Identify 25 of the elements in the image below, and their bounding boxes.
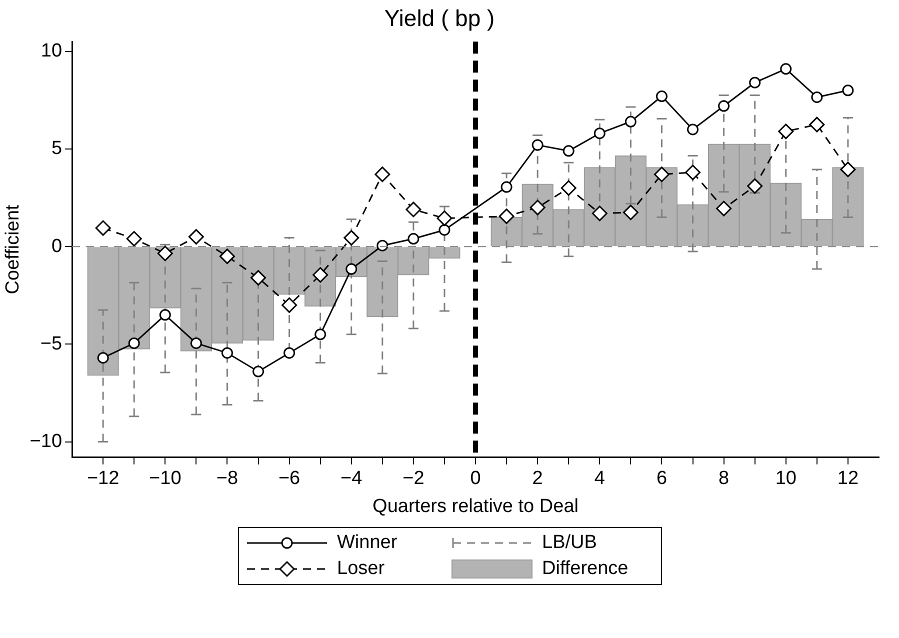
- legend-label: Winner: [337, 532, 398, 554]
- x-tick-label: −8: [216, 468, 238, 490]
- text: LB/UB: [542, 532, 597, 554]
- x-tick-label: −12: [86, 468, 120, 490]
- x-tick-label: −2: [402, 468, 424, 490]
- x-tick-label: 6: [656, 468, 668, 490]
- y-tick-label: −10: [30, 431, 62, 452]
- chart-title: Yield ( bp ): [384, 5, 495, 32]
- x-tick-label: 12: [837, 468, 859, 490]
- x-tick-label: 10: [775, 468, 796, 490]
- x-tick-label: 8: [718, 468, 730, 490]
- y-tick-label: 0: [51, 236, 62, 257]
- x-tick-label: −4: [340, 468, 363, 490]
- y-tick-label: 10: [40, 40, 62, 62]
- y-tick-label: 5: [51, 138, 62, 160]
- x-tick-label: −6: [278, 468, 300, 490]
- legend-label: Loser: [337, 558, 385, 580]
- x-axis-title: Quarters relative to Deal: [372, 496, 578, 517]
- legend-label: Difference: [542, 558, 628, 580]
- y-tick-label: −5: [40, 333, 62, 354]
- x-tick-label: −10: [149, 468, 182, 490]
- x-tick-label: 0: [470, 468, 481, 490]
- y-axis-title: Coefficient: [2, 204, 24, 294]
- x-tick-label: 2: [532, 468, 543, 490]
- x-tick-label: 4: [594, 468, 606, 490]
